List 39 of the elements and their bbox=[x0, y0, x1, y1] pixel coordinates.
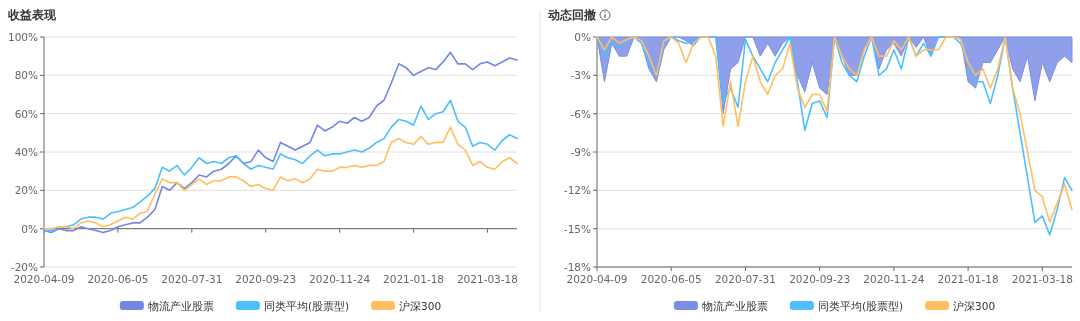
legend-label: 同类平均(股票型) bbox=[817, 299, 904, 312]
x-tick-label: 2020-09-23 bbox=[789, 273, 851, 285]
chart-title: 收益表现 bbox=[8, 8, 57, 22]
x-tick-label: 2020-07-31 bbox=[161, 273, 223, 285]
legend-label: 沪深300 bbox=[953, 299, 996, 312]
x-tick-label: 2021-01-18 bbox=[937, 273, 999, 285]
legend-label: 物流产业股票 bbox=[701, 299, 768, 312]
x-tick-label: 2020-09-23 bbox=[235, 273, 297, 285]
y-tick-label: 80% bbox=[14, 69, 39, 82]
y-tick-label: -6% bbox=[570, 107, 592, 120]
x-tick-label: 2020-04-09 bbox=[13, 273, 75, 285]
x-tick-label: 2020-11-24 bbox=[309, 273, 371, 285]
y-tick-label: 100% bbox=[7, 31, 39, 43]
x-tick-label: 2020-11-24 bbox=[863, 273, 925, 285]
chart-title: 动态回撤 bbox=[547, 8, 596, 22]
y-tick-label: -12% bbox=[563, 184, 592, 197]
line-series bbox=[43, 99, 518, 232]
y-tick-label: -20% bbox=[10, 261, 39, 273]
x-tick-label: 2020-06-05 bbox=[640, 273, 702, 285]
x-tick-label: 2021-03-18 bbox=[1011, 273, 1073, 285]
y-tick-label: 0% bbox=[21, 222, 39, 235]
y-tick-label: 0% bbox=[574, 31, 592, 43]
y-tick-label: -3% bbox=[570, 69, 592, 82]
x-tick-label: 2021-03-18 bbox=[456, 273, 518, 285]
x-tick-label: 2020-04-09 bbox=[566, 273, 628, 285]
line-series bbox=[43, 126, 518, 230]
y-tick-label: -9% bbox=[570, 146, 592, 158]
legend-label: 物流产业股票 bbox=[147, 299, 214, 312]
x-tick-label: 2021-01-18 bbox=[383, 273, 445, 285]
y-tick-label: -15% bbox=[563, 222, 592, 235]
y-tick-label: 20% bbox=[14, 184, 39, 197]
y-tick-label: 40% bbox=[14, 146, 39, 158]
y-tick-label: -18% bbox=[563, 261, 592, 273]
y-tick-label: 60% bbox=[14, 107, 39, 120]
x-tick-label: 2020-07-31 bbox=[714, 273, 776, 285]
legend-label: 同类平均(股票型) bbox=[263, 299, 350, 312]
legend-label: 沪深300 bbox=[399, 299, 442, 312]
line-series bbox=[43, 51, 518, 234]
x-tick-label: 2020-06-05 bbox=[87, 273, 149, 285]
